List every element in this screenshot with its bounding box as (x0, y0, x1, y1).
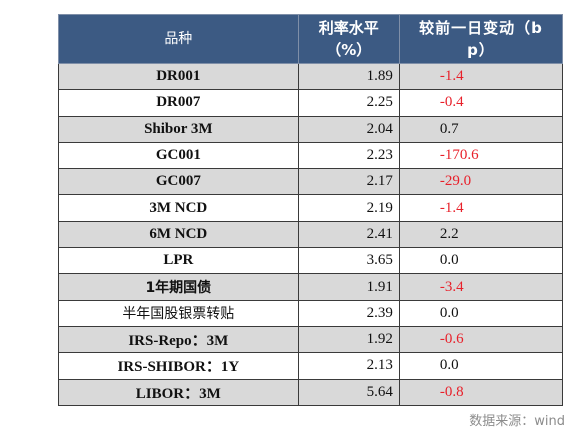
daily-change-cell: -0.8 (398, 378, 564, 406)
daily-change-cell: -0.6 (398, 325, 564, 354)
rate-level-cell: 2.04 (297, 115, 400, 143)
product-name-cell: DR007 (58, 89, 299, 117)
table-row: IRS-SHIBOR：1Y 2.13 0.0 (58, 352, 564, 380)
product-name-cell: GC001 (58, 141, 299, 170)
product-name-cell: LPR (58, 247, 299, 275)
table-row: DR001 1.89 -1.4 (58, 62, 564, 91)
daily-change-cell: -170.6 (398, 141, 564, 170)
header-rate-level: 利率水平 （%） (297, 14, 400, 64)
product-name-cell: Shibor 3M (58, 115, 299, 143)
rate-level-cell: 2.13 (297, 352, 400, 380)
header-change-line2: p） (467, 41, 495, 59)
header-change-line1: 较前一日变动（b (419, 19, 543, 37)
rate-level-cell: 2.41 (297, 220, 400, 249)
daily-change-cell: 0.0 (398, 247, 564, 275)
daily-change-cell: 0.7 (398, 115, 564, 143)
table-row: Shibor 3M 2.04 0.7 (58, 115, 564, 143)
header-daily-change: 较前一日变动（b p） (398, 14, 564, 64)
daily-change-cell: 0.0 (398, 352, 564, 380)
rate-level-cell: 2.25 (297, 89, 400, 117)
rate-level-cell: 3.65 (297, 247, 400, 275)
daily-change-cell: 2.2 (398, 220, 564, 249)
product-name-cell: IRS-Repo：3M (58, 325, 299, 354)
table-row: DR007 2.25 -0.4 (58, 89, 564, 117)
rate-level-cell: 2.23 (297, 141, 400, 170)
table-row: 6M NCD 2.41 2.2 (58, 220, 564, 249)
daily-change-cell: -29.0 (398, 168, 564, 196)
product-name-cell: GC007 (58, 168, 299, 196)
interest-rate-table: 品种 利率水平 （%） 较前一日变动（b p） DR001 1.89 -1.4 DR0… (58, 14, 564, 406)
table-row: GC001 2.23 -170.6 (58, 141, 564, 170)
daily-change-cell: -1.4 (398, 194, 564, 222)
table-row: 3M NCD 2.19 -1.4 (58, 194, 564, 222)
daily-change-cell: 0.0 (398, 299, 564, 327)
table-header-row: 品种 利率水平 （%） 较前一日变动（b p） (58, 14, 564, 64)
daily-change-cell: -0.4 (398, 89, 564, 117)
table-row: 半年国股银票转贴 2.39 0.0 (58, 299, 564, 327)
rate-level-cell: 2.39 (297, 299, 400, 327)
rate-level-cell: 2.17 (297, 168, 400, 196)
header-rate-line2: （%） (326, 41, 372, 59)
product-name-cell: 6M NCD (58, 220, 299, 249)
header-product-label: 品种 (164, 31, 193, 47)
table-body: DR001 1.89 -1.4 DR007 2.25 -0.4 Shibor 3M 2.04 0… (58, 62, 564, 406)
product-name-cell: 半年国股银票转贴 (58, 299, 299, 327)
header-product: 品种 (58, 14, 299, 64)
rate-level-cell: 1.89 (297, 62, 400, 91)
product-name-cell: IRS-SHIBOR：1Y (58, 352, 299, 380)
daily-change-cell: -1.4 (398, 62, 564, 91)
rate-level-cell: 5.64 (297, 378, 400, 406)
rate-level-cell: 1.92 (297, 325, 400, 354)
daily-change-cell: -3.4 (398, 273, 564, 301)
product-name-cell: 1年期国债 (58, 273, 299, 301)
header-rate-line1: 利率水平 (318, 19, 379, 37)
rate-level-cell: 1.91 (297, 273, 400, 301)
table-row: LIBOR：3M 5.64 -0.8 (58, 378, 564, 406)
product-name-cell: DR001 (58, 62, 299, 91)
table-row: GC007 2.17 -29.0 (58, 168, 564, 196)
product-name-cell: 3M NCD (58, 194, 299, 222)
table-row: LPR 3.65 0.0 (58, 247, 564, 275)
table-row: 1年期国债 1.91 -3.4 (58, 273, 564, 301)
rate-level-cell: 2.19 (297, 194, 400, 222)
table-row: IRS-Repo：3M 1.92 -0.6 (58, 325, 564, 354)
data-source-note: 数据来源：wind (469, 414, 565, 429)
product-name-cell: LIBOR：3M (58, 378, 299, 406)
